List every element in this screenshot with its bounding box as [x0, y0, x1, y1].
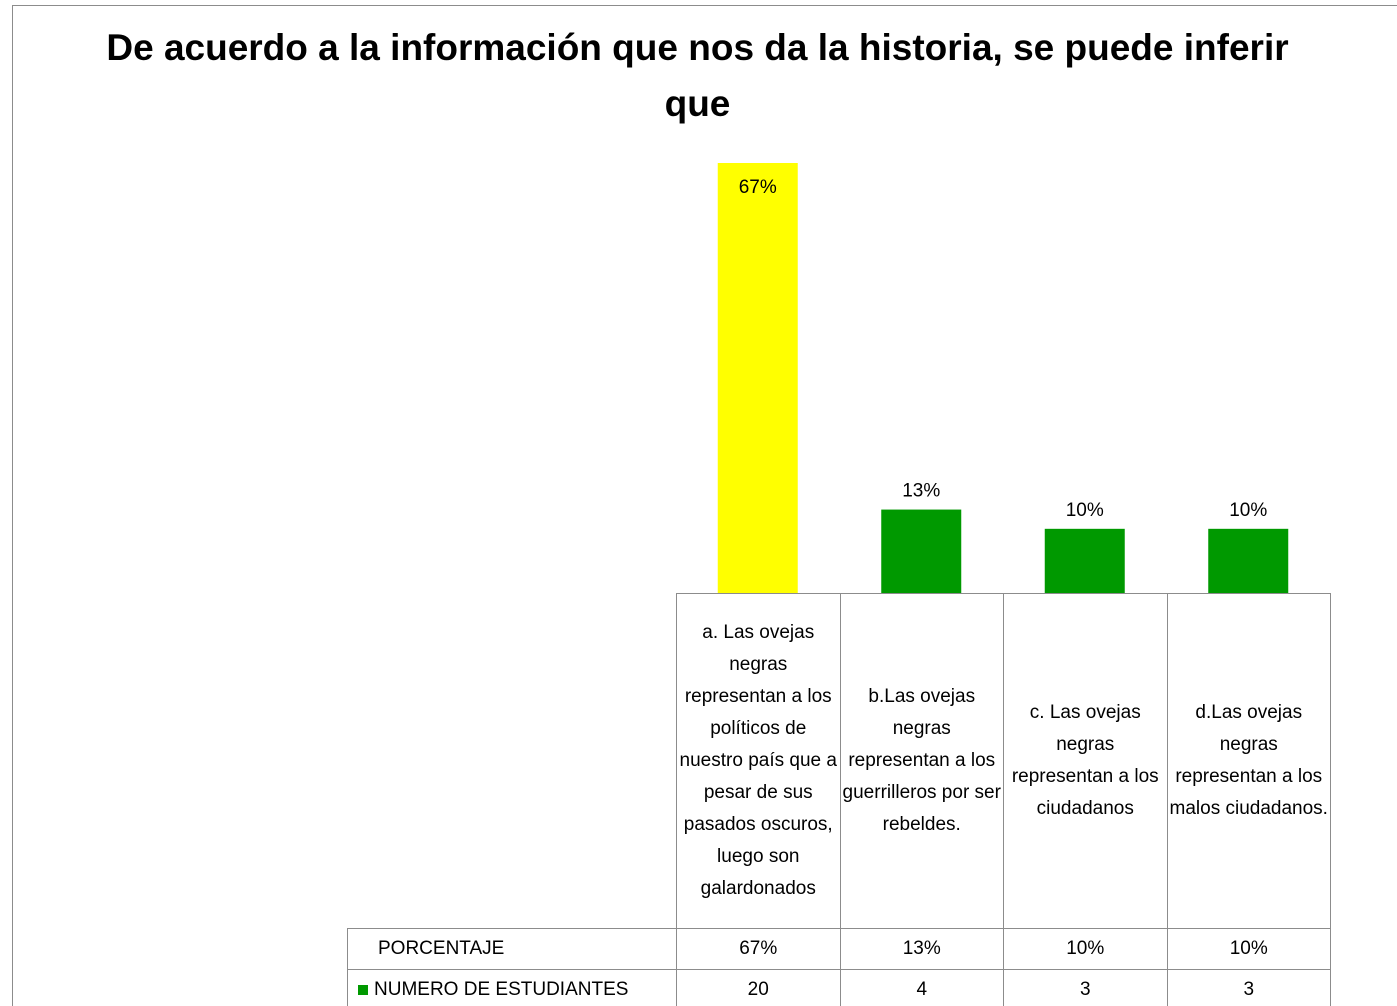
category-cell: a. Las ovejas negras representan a los p… [676, 593, 841, 929]
table-value: 10% [1003, 928, 1168, 970]
bar [1044, 528, 1125, 593]
category-cell: c. Las ovejas negras representan a los c… [1003, 593, 1168, 929]
table-value: 20 [676, 969, 841, 1006]
table-value: 3 [1166, 969, 1331, 1006]
table-value: 4 [839, 969, 1004, 1006]
chart-title: De acuerdo a la información que nos da l… [106, 27, 1289, 124]
data-label: 10% [1066, 500, 1104, 521]
row-name: NUMERO DE ESTUDIANTES [374, 979, 629, 1000]
data-label: 10% [1229, 500, 1267, 521]
data-label: 67% [739, 177, 777, 198]
legend-key [358, 985, 368, 995]
bar [717, 163, 798, 593]
table-value: 67% [676, 928, 841, 970]
category-cell: d.Las ovejas negras representan a los ma… [1166, 593, 1331, 929]
table-value: 13% [839, 928, 1004, 970]
table-value: 10% [1166, 928, 1331, 970]
data-label: 13% [902, 481, 940, 502]
category-cell: b.Las ovejas negras representan a los gu… [839, 593, 1004, 929]
bar [1208, 528, 1289, 593]
table-value: 3 [1003, 969, 1168, 1006]
chart-frame [12, 5, 1397, 1006]
row-name: PORCENTAJE [378, 938, 505, 959]
bar [881, 509, 962, 593]
row-header: NUMERO DE ESTUDIANTES [347, 969, 677, 1006]
row-header: PORCENTAJE [347, 928, 677, 970]
